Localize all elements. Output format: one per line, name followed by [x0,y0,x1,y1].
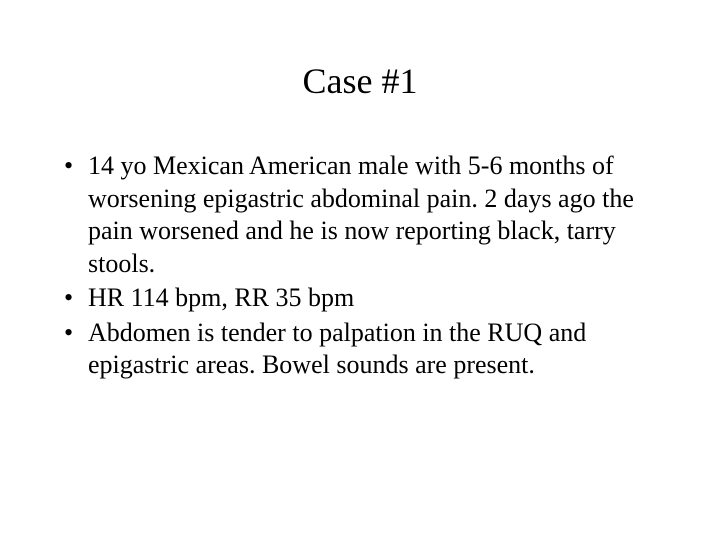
list-item: 14 yo Mexican American male with 5-6 mon… [88,150,660,280]
slide-title: Case #1 [60,60,660,102]
list-item: HR 114 bpm, RR 35 bpm [88,282,660,315]
list-item: Abdomen is tender to palpation in the RU… [88,317,660,382]
bullet-list: 14 yo Mexican American male with 5-6 mon… [60,150,660,382]
